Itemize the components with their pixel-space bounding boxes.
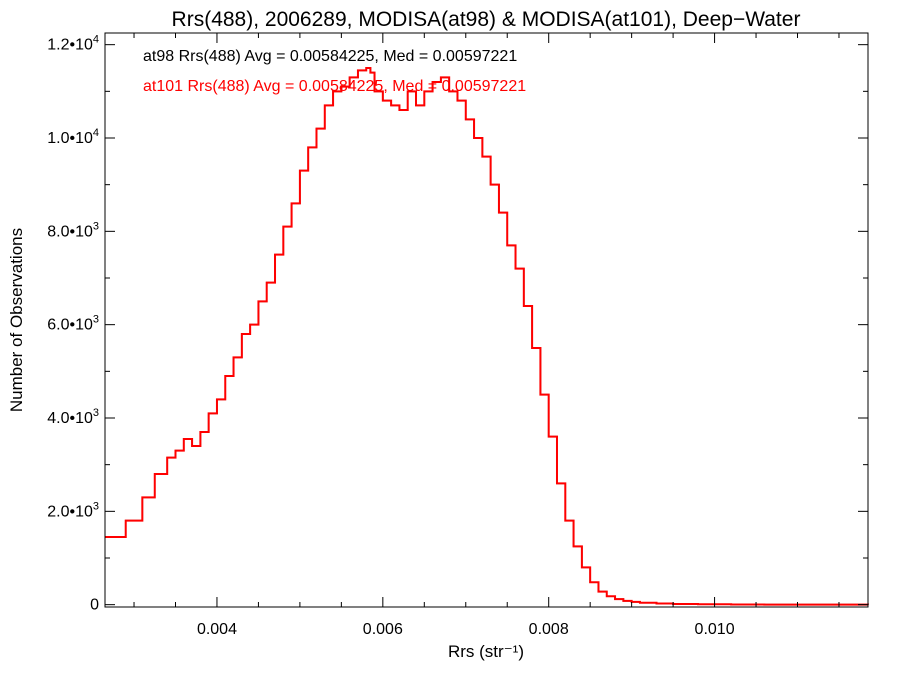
x-tick-label: 0.006 [363,621,403,638]
x-tick-label: 0.010 [695,621,735,638]
y-tick-label: 0 [90,597,99,614]
annotation-at101: at101 Rrs(488) Avg = 0.00584225, Med = 0… [143,78,526,95]
y-axis-label: Number of Observations [7,228,26,412]
plot-frame [104,32,869,608]
x-tick-label: 0.008 [529,621,569,638]
y-tick-label: 8.0•103 [47,220,99,240]
y-tick-label: 6.0•103 [47,314,99,334]
x-axis-label: Rrs (str⁻¹) [448,642,524,661]
annotation-at98: at98 Rrs(488) Avg = 0.00584225, Med = 0.… [143,48,517,65]
y-tick-label: 2.0•103 [47,500,99,520]
y-axis: 0 2.0•103 4.0•103 6.0•103 8.0•103 1.0•104 1.2•… [47,34,868,614]
plot-area [105,67,869,606]
chart-title: Rrs(488), 2006289, MODISA(at98) & MODISA… [172,8,801,31]
y-tick-label: 1.2•104 [47,34,99,54]
y-tick-label: 1.0•104 [47,127,99,147]
x-axis: 0.004 0.006 0.008 0.010 [133,33,840,638]
y-tick-label: 4.0•103 [47,407,99,427]
x-tick-label: 0.004 [197,621,237,638]
x-axis-label-text: Rrs (str⁻¹) [448,642,524,661]
series-line-at101 [105,67,869,606]
